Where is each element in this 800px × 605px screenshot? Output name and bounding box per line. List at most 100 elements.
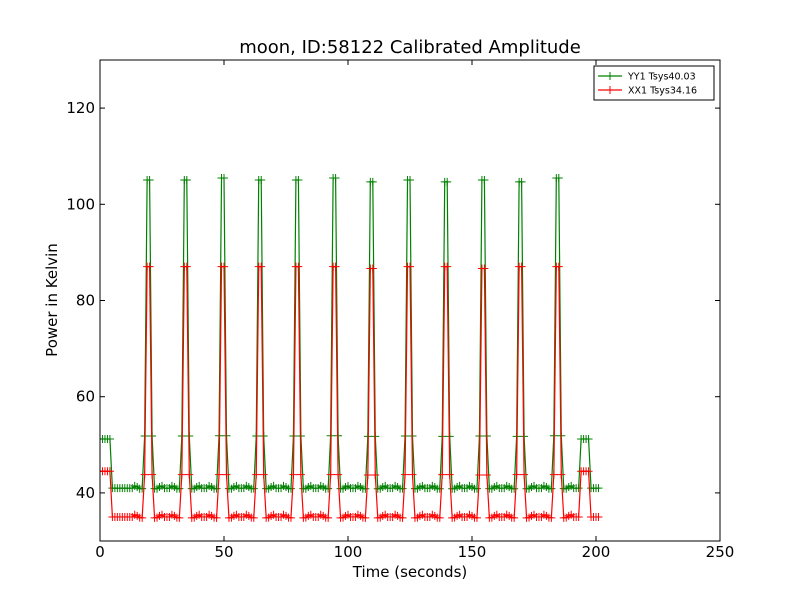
data-point-marker: [138, 513, 147, 522]
y-tick-label: 40: [76, 484, 95, 502]
data-point-marker: [182, 262, 191, 271]
data-point-marker: [175, 513, 184, 522]
data-point-marker: [324, 513, 333, 522]
data-point-marker: [145, 175, 154, 184]
data-point-marker: [398, 484, 407, 493]
data-point-marker: [480, 264, 489, 273]
data-point-marker: [435, 513, 444, 522]
data-point-marker: [296, 470, 305, 479]
data-point-marker: [557, 470, 566, 479]
data-point-marker: [252, 470, 261, 479]
data-point-marker: [286, 484, 295, 493]
data-point-marker: [472, 513, 481, 522]
data-point-marker: [294, 175, 303, 184]
x-tick-label: 50: [214, 543, 233, 561]
data-point-marker: [249, 513, 258, 522]
data-point-marker: [574, 484, 583, 493]
x-axis-label: Time (seconds): [352, 563, 468, 581]
data-point-marker: [331, 262, 340, 271]
data-point-marker: [554, 262, 563, 271]
data-point-marker: [138, 484, 147, 493]
x-tick-label: 100: [334, 543, 363, 561]
axis-ticks: 0 50 100 150 200 250 40 60 80 100 120: [66, 60, 734, 561]
data-point-marker: [517, 262, 526, 271]
data-point-marker: [547, 513, 556, 522]
data-point-marker: [520, 470, 529, 479]
data-point-marker: [406, 262, 414, 271]
data-point-marker: [105, 435, 114, 444]
series-layer: [100, 174, 603, 522]
y-tick-label: 120: [66, 99, 95, 117]
y-tick-label: 60: [76, 388, 95, 406]
data-point-marker: [435, 484, 444, 493]
data-point-marker: [257, 175, 266, 184]
data-point-marker: [222, 470, 231, 479]
data-point-marker: [326, 470, 335, 479]
data-point-marker: [294, 262, 303, 271]
data-point-marker: [220, 262, 228, 271]
data-point-marker: [331, 174, 340, 183]
y-tick-label: 100: [66, 195, 95, 213]
data-point-marker: [182, 175, 191, 184]
data-point-marker: [406, 175, 414, 184]
data-point-marker: [140, 470, 149, 479]
data-point-marker: [512, 470, 521, 479]
data-point-marker: [517, 177, 526, 186]
data-point-marker: [363, 470, 372, 479]
legend-box: [593, 65, 715, 101]
data-point-marker: [445, 470, 454, 479]
legend: YY1 Tsys40.03 XX1 Tsys34.16: [593, 65, 715, 101]
data-point-marker: [547, 484, 556, 493]
chart-title: moon, ID:58122 Calibrated Amplitude: [239, 37, 581, 58]
data-point-marker: [371, 470, 380, 479]
data-point-marker: [480, 175, 489, 184]
data-point-marker: [105, 467, 114, 476]
x-tick-label: 250: [706, 543, 735, 561]
data-point-marker: [145, 262, 154, 271]
data-point-marker: [361, 513, 370, 522]
x-tick-label: 150: [458, 543, 487, 561]
data-point-marker: [554, 174, 563, 183]
data-point-marker: [249, 484, 258, 493]
data-point-marker: [220, 174, 228, 183]
data-point-marker: [148, 470, 157, 479]
x-tick-label: 200: [582, 543, 611, 561]
data-point-marker: [361, 484, 370, 493]
legend-marker: [606, 86, 614, 94]
data-point-marker: [584, 467, 593, 476]
data-point-marker: [574, 512, 583, 521]
data-point-marker: [472, 484, 481, 493]
data-point-marker: [324, 484, 333, 493]
data-point-marker: [212, 484, 221, 493]
legend-label: XX1 Tsys34.16: [628, 86, 697, 97]
legend-marker: [606, 72, 614, 80]
data-point-marker: [475, 470, 484, 479]
series-markers: [100, 262, 603, 522]
data-point-marker: [584, 435, 593, 444]
data-point-marker: [177, 470, 186, 479]
data-point-marker: [401, 470, 410, 479]
data-point-marker: [286, 513, 295, 522]
data-point-marker: [215, 470, 224, 479]
data-point-marker: [175, 484, 184, 493]
data-point-marker: [594, 512, 603, 521]
y-tick-label: 80: [76, 292, 95, 310]
data-point-marker: [212, 513, 221, 522]
data-point-marker: [594, 484, 603, 493]
legend-label: YY1 Tsys40.03: [627, 72, 696, 83]
data-point-marker: [438, 470, 447, 479]
data-point-marker: [510, 484, 519, 493]
x-tick-label: 0: [95, 543, 105, 561]
data-point-marker: [334, 470, 343, 479]
data-point-marker: [289, 470, 298, 479]
data-point-marker: [510, 513, 519, 522]
y-axis-label: Power in Kelvin: [43, 243, 61, 357]
data-point-marker: [368, 177, 377, 186]
data-point-marker: [482, 470, 491, 479]
data-point-marker: [257, 262, 266, 271]
data-point-marker: [443, 262, 452, 271]
data-point-marker: [259, 470, 268, 479]
data-point-marker: [185, 470, 194, 479]
